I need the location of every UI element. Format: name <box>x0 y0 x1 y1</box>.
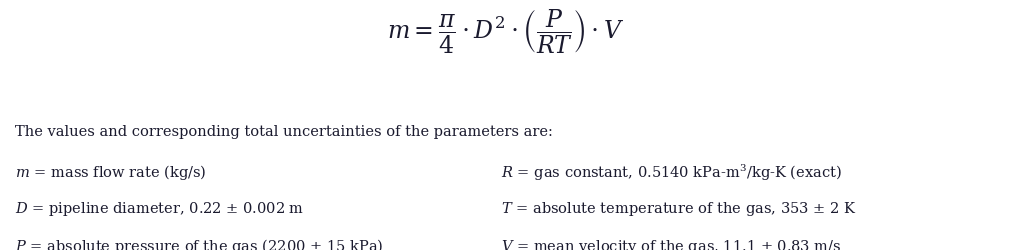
Text: $R$ = gas constant, 0.5140 kPa-m$^3$/kg-K (exact): $R$ = gas constant, 0.5140 kPa-m$^3$/kg-… <box>500 162 841 183</box>
Text: The values and corresponding total uncertainties of the parameters are:: The values and corresponding total uncer… <box>15 125 552 139</box>
Text: $P$ = absolute pressure of the gas (2200 ± 15 kPa): $P$ = absolute pressure of the gas (2200… <box>15 238 383 250</box>
Text: $m = \dfrac{\pi}{4} \cdot D^2 \cdot \left(\dfrac{P}{RT}\right) \cdot V$: $m = \dfrac{\pi}{4} \cdot D^2 \cdot \lef… <box>387 8 624 56</box>
Text: $T$ = absolute temperature of the gas, 353 ± 2 K: $T$ = absolute temperature of the gas, 3… <box>500 200 855 218</box>
Text: $m$ = mass flow rate (kg/s): $m$ = mass flow rate (kg/s) <box>15 162 206 182</box>
Text: $D$ = pipeline diameter, 0.22 ± 0.002 m: $D$ = pipeline diameter, 0.22 ± 0.002 m <box>15 200 304 218</box>
Text: $V$ = mean velocity of the gas, 11.1 ± 0.83 m/s: $V$ = mean velocity of the gas, 11.1 ± 0… <box>500 238 840 250</box>
